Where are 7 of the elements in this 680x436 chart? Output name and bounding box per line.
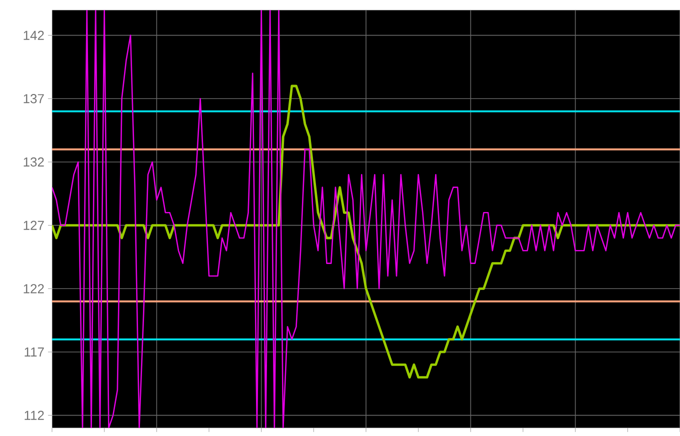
y-tick-label: 142 — [24, 30, 44, 40]
y-tick-label: 127 — [24, 220, 44, 230]
y-tick-label: 132 — [24, 157, 44, 167]
y-tick-label: 122 — [24, 284, 44, 294]
y-tick-label: 137 — [24, 94, 44, 104]
y-tick-label: 112 — [24, 410, 44, 420]
y-tick-label: 117 — [24, 348, 44, 356]
